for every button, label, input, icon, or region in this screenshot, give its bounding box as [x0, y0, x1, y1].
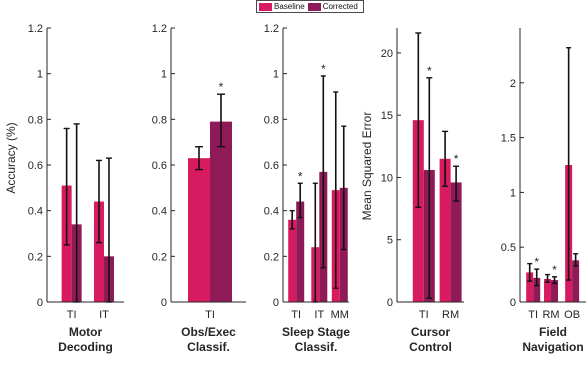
y-tick-label: 15 [381, 110, 393, 122]
y-tick-label: 2 [510, 78, 516, 90]
legend-item-baseline: Baseline [259, 2, 305, 11]
bar-baseline-ti [188, 158, 210, 302]
y-tick-label: 5 [387, 235, 393, 247]
bar-baseline-rm [439, 158, 451, 302]
y-tick-label: 0.4 [264, 206, 279, 218]
y-tick-label: 0.6 [152, 160, 167, 172]
significance-marker: * [534, 255, 539, 269]
bar-baseline-it [93, 201, 104, 302]
panel-title-line: Classif. [295, 340, 338, 354]
significance-marker: * [321, 62, 326, 76]
y-tick-label: 1.2 [264, 23, 279, 35]
x-tick-label: TI [419, 309, 429, 321]
bar-corrected-ti [296, 201, 305, 302]
y-tick-label: 1 [273, 69, 279, 81]
y-tick-label: 0 [273, 297, 279, 309]
y-tick-label: 1.5 [501, 133, 516, 145]
y-tick-label: 0.5 [501, 242, 516, 254]
x-tick-label: IT [99, 309, 109, 321]
legend-label-baseline: Baseline [274, 2, 305, 11]
significance-marker: * [552, 263, 557, 277]
y-tick-label: 20 [381, 48, 393, 60]
significance-marker: * [427, 64, 432, 78]
y-axis-label: Mean Squared Error [360, 112, 374, 221]
panel-title-line: Cursor [411, 325, 451, 339]
y-tick-label: 1 [510, 187, 516, 199]
y-tick-label: 10 [381, 172, 393, 184]
x-tick-label: TI [528, 309, 538, 321]
panel-title-line: Field [539, 325, 567, 339]
x-tick-label: RM [542, 309, 559, 321]
y-tick-label: 0.8 [264, 114, 279, 126]
bar-baseline-rm [544, 278, 552, 302]
bar-corrected-ob [572, 260, 580, 302]
y-tick-label: 0.2 [28, 251, 43, 263]
panel-title-line: Obs/Exec [181, 325, 236, 339]
x-tick-label: TI [205, 309, 215, 321]
bar-corrected-rm [450, 182, 462, 302]
y-tick-label: 0.6 [264, 160, 279, 172]
panel-title-line: Navigation [522, 340, 583, 354]
panel-title-line: Decoding [58, 340, 113, 354]
bar-corrected-ti [533, 277, 541, 302]
significance-marker: * [219, 80, 224, 94]
panel-title-line: Sleep Stage [282, 325, 350, 339]
y-tick-label: 0.2 [152, 251, 167, 263]
x-tick-label: IT [314, 309, 324, 321]
bar-baseline-ti [288, 219, 297, 302]
panel-title-line: Control [409, 340, 452, 354]
y-tick-label: 0 [161, 297, 167, 309]
y-tick-label: 0.2 [264, 251, 279, 263]
significance-marker: * [298, 169, 303, 183]
bar-baseline-ti [526, 272, 534, 302]
x-tick-label: OB [564, 309, 580, 321]
y-tick-label: 0 [510, 297, 516, 309]
y-tick-label: 0.8 [28, 114, 43, 126]
bar-baseline-ti [412, 120, 424, 302]
bar-corrected-rm [551, 280, 559, 302]
y-tick-label: 0.4 [28, 206, 43, 218]
legend-item-corrected: Corrected [307, 2, 358, 11]
y-tick-label: 1.2 [152, 23, 167, 35]
panel-title-line: Motor [69, 325, 103, 339]
y-tick-label: 0.8 [152, 114, 167, 126]
x-tick-label: RM [442, 309, 459, 321]
x-tick-label: MM [331, 309, 349, 321]
legend-swatch-baseline [259, 2, 272, 11]
legend-swatch-corrected [307, 2, 321, 11]
legend-label-corrected: Corrected [322, 2, 358, 11]
y-tick-label: 1 [37, 69, 43, 81]
y-tick-label: 0.6 [28, 160, 43, 172]
significance-marker: * [454, 152, 459, 166]
x-tick-label: TI [291, 309, 301, 321]
panel-title-line: Classif. [187, 340, 230, 354]
bar-corrected-ti [210, 121, 232, 302]
x-tick-label: TI [67, 309, 77, 321]
legend: Baseline Corrected [256, 0, 364, 13]
y-tick-label: 0.4 [152, 206, 167, 218]
y-tick-label: 1 [161, 69, 167, 81]
y-tick-label: 0 [37, 297, 43, 309]
y-tick-label: 0 [387, 297, 393, 309]
y-axis-label: Accuracy (%) [4, 122, 18, 193]
y-tick-label: 1.2 [28, 23, 43, 35]
